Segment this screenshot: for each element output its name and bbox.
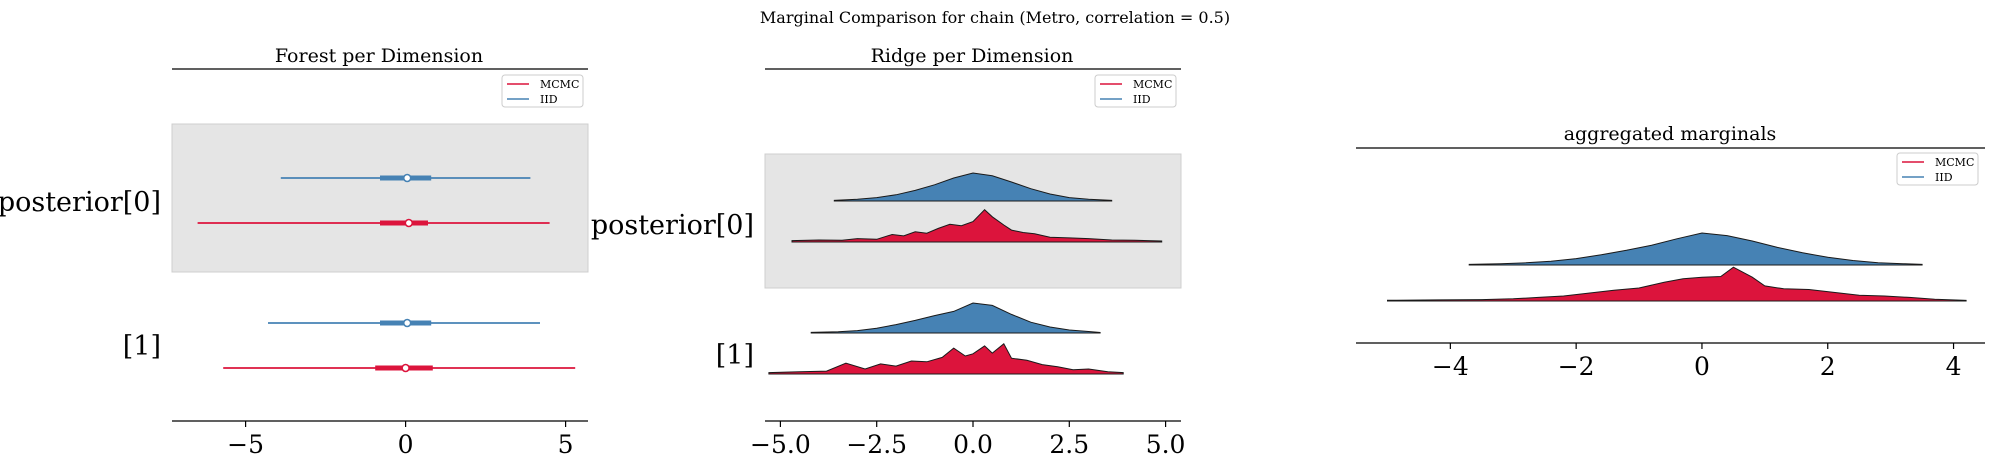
forest-legend-iid-label: IID [540,93,558,106]
x-tick-label: 0 [1694,352,1710,381]
x-tick-label: 5.0 [1146,430,1186,459]
x-tick-label: 4 [1946,352,1962,381]
iid-median-point [402,318,412,328]
iid-ridge-area [833,172,1113,202]
iid-marginal-area [1468,232,1923,266]
figure-suptitle: Marginal Comparison for chain (Metro, co… [760,8,1230,27]
aggregated-legend-iid-label: IID [1935,171,1953,184]
x-tick-label: −2.5 [846,430,907,459]
aggregated-panel-title: aggregated marginals [1564,123,1777,145]
x-tick-label: 0 [398,430,414,459]
x-tick-label: 5 [558,430,574,459]
x-tick-label: −5 [227,430,264,459]
mcmc-median-point [404,218,414,228]
ridge-row-label-1: [1] [716,340,754,371]
ridge-legend-iid-label: IID [1133,93,1151,106]
ridge-panel: Ridge per Dimension posterior[0] [1] −5.… [591,45,1186,459]
forest-legend-mcmc-label: MCMC [540,78,579,91]
x-tick-label: 2.5 [1049,430,1089,459]
mcmc-marginal-area [1387,266,1967,302]
aggregated-legend: MCMC IID [1896,152,1979,186]
x-tick-label: −5.0 [750,430,811,459]
aggregated-legend-mcmc-label: MCMC [1935,156,1974,169]
forest-row-label-0: posterior[0] [0,187,161,218]
iid-ridge-area [810,302,1101,334]
mcmc-ridge-area [768,343,1124,375]
forest-panel-title: Forest per Dimension [275,45,483,67]
aggregated-panel: aggregated marginals −4 −2 0 2 4 MCMC IID [1356,123,1985,381]
mcmc-ridge-area [791,209,1163,243]
ridge-row-label-0: posterior[0] [591,210,754,241]
forest-row-label-1: [1] [123,331,161,362]
mcmc-median-point [401,363,410,373]
x-tick-label: 0.0 [953,430,993,459]
x-tick-label: 2 [1820,352,1836,381]
x-tick-label: −4 [1432,352,1469,381]
x-tick-label: −2 [1558,352,1595,381]
forest-row-band [171,123,589,273]
ridge-legend: MCMC IID [1094,74,1177,108]
ridge-panel-title: Ridge per Dimension [871,45,1074,67]
forest-legend: MCMC IID [501,74,584,108]
ridge-legend-mcmc-label: MCMC [1133,78,1172,91]
forest-panel: Forest per Dimension posterior[0] [1] −5… [0,45,589,459]
iid-median-point [402,173,412,183]
